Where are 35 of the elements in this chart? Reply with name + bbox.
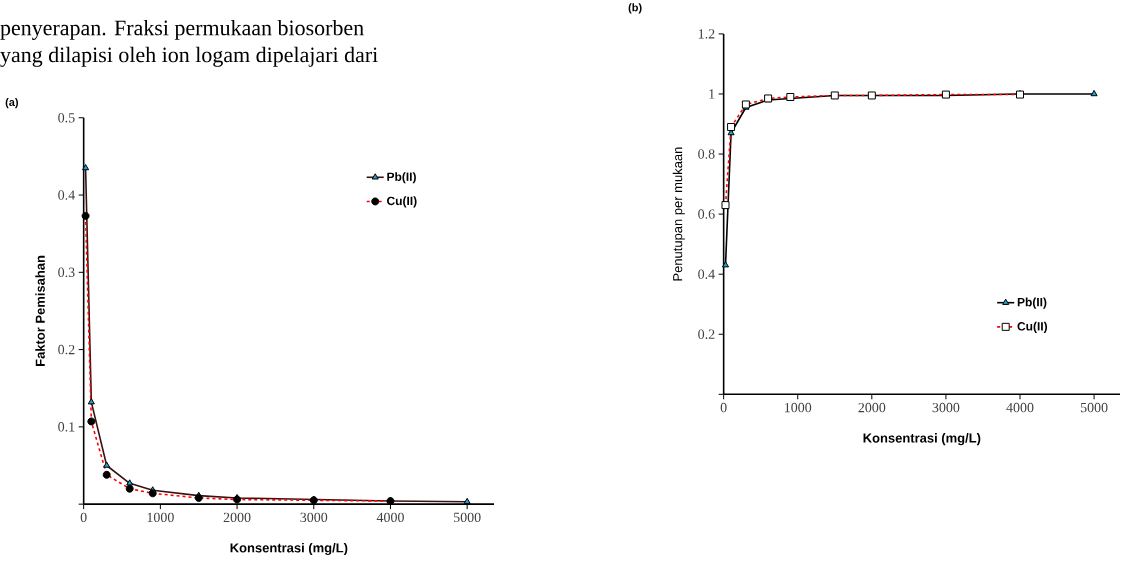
legend-label: Pb(II) [387,172,416,184]
y-tick-label: 0.6 [698,209,715,219]
y-tick-label: 1 [709,89,715,99]
y-tick-label: 0.1 [58,422,75,432]
y-tick-label: 0.2 [58,344,75,355]
x-axis-title: Konsentrasi (mg/L) [863,433,981,446]
x-tick-label: 1000 [784,402,812,413]
y-tick-label: 0.3 [58,267,75,278]
y-tick-label: 0.5 [58,113,75,123]
y-tick-label: 0.8 [698,149,715,159]
x-tick-label: 0 [80,512,87,523]
chart-title: (a) [5,98,19,109]
y-tick-label: 0.2 [698,329,715,339]
y-tick-label: 1.2 [698,29,715,39]
text: (b) [628,3,642,14]
y-tick-label: 0.4 [58,190,75,200]
legend-label: Cu(II) [387,196,417,208]
legend-label: Pb(II) [1017,297,1047,309]
x-tick-label: 3000 [932,402,960,413]
x-tick-label: 0 [720,402,727,413]
x-axis-title: Konsentrasi (mg/L) [230,542,348,556]
x-tick-label: 3000 [300,512,328,523]
x-tick-label: 1000 [147,512,174,523]
legend-label: Cu(II) [1017,321,1048,333]
text: penyerapan. Fraksi permukaan biosorben [0,19,364,40]
x-tick-label: 5000 [454,512,481,523]
y-axis-title: Penutupan per mukaan [672,147,685,281]
x-tick-label: 2000 [223,512,251,523]
y-axis-title: Faktor Pemisahan [35,255,45,366]
y-tick-label: 0.4 [698,269,715,279]
x-tick-label: 2000 [858,402,886,413]
text: yang dilapisi oleh ion logam dipelajari dari [0,46,378,67]
x-tick-label: 4000 [1006,402,1034,413]
x-tick-label: 4000 [376,512,404,523]
x-tick-label: 5000 [1080,402,1108,413]
